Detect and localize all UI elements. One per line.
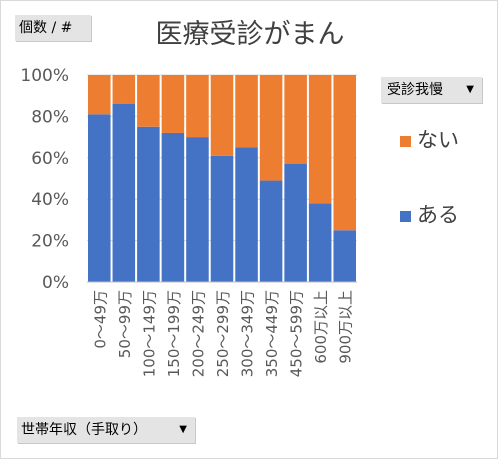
y-tick-label: 40% (31, 190, 69, 210)
y-tick-label: 80% (31, 107, 69, 127)
axis-field-label: 世帯年収（手取り） (21, 422, 147, 438)
bar-aru (88, 114, 111, 282)
bar-nai (186, 75, 209, 138)
legend-label-nai: ない (417, 128, 459, 152)
y-tick-label: 100% (20, 66, 69, 86)
chart-title: 医療受診がまん (155, 19, 345, 50)
bar-aru (308, 203, 332, 282)
x-tick-label: 250～299万 (214, 290, 232, 377)
bar-aru (284, 164, 307, 282)
x-tick-label: 900万以上 (337, 290, 355, 364)
bar-aru (210, 155, 234, 282)
bar-aru (235, 147, 258, 282)
axis-field-button[interactable]: 世帯年収（手取り） ▼ (17, 417, 195, 443)
legend-label-aru: ある (417, 203, 459, 227)
bar-nai (210, 75, 234, 156)
x-tick-label: 150～199万 (165, 290, 183, 377)
bar-nai (112, 75, 136, 104)
bar-nai (333, 75, 356, 231)
legend-item-nai: ない (400, 127, 459, 153)
x-tick-label: 350～449万 (263, 290, 281, 377)
legend-swatch-nai (400, 135, 411, 147)
bar-nai (88, 75, 111, 115)
bar-nai (308, 75, 332, 204)
bar-nai (161, 75, 185, 133)
bar-nai (284, 75, 307, 165)
x-tick-label: 300～349万 (239, 290, 257, 377)
y-tick-label: 60% (31, 149, 69, 169)
bar-aru (259, 180, 283, 282)
bar-nai (137, 75, 160, 127)
bar-aru (186, 137, 209, 282)
bar-aru (137, 126, 160, 282)
x-tick-label: 0～49万 (91, 290, 109, 349)
legend-field-label: 受診我慢 (387, 82, 443, 98)
bar-nai (259, 75, 283, 181)
bar-nai (235, 75, 258, 148)
x-tick-label: 600万以上 (312, 290, 330, 364)
x-tick-label: 100～149万 (140, 290, 158, 377)
x-tick-label: 450～599万 (288, 290, 306, 377)
x-tick-label: 50～99万 (116, 290, 134, 358)
values-field-label: 個数 / # (19, 20, 73, 36)
y-tick-label: 0% (42, 273, 69, 293)
dropdown-arrow-icon: ▼ (179, 424, 187, 435)
bar-aru (161, 132, 185, 282)
bar-aru (112, 103, 136, 282)
legend-item-aru: ある (400, 202, 459, 228)
bar-aru (333, 230, 356, 282)
legend-field-button[interactable]: 受診我慢 ▼ (381, 77, 482, 103)
x-tick-label: 200～249万 (189, 290, 207, 377)
y-tick-label: 20% (31, 232, 69, 252)
legend-swatch-aru (400, 210, 411, 222)
values-field-button[interactable]: 個数 / # (15, 15, 91, 41)
dropdown-arrow-icon: ▼ (466, 84, 474, 95)
